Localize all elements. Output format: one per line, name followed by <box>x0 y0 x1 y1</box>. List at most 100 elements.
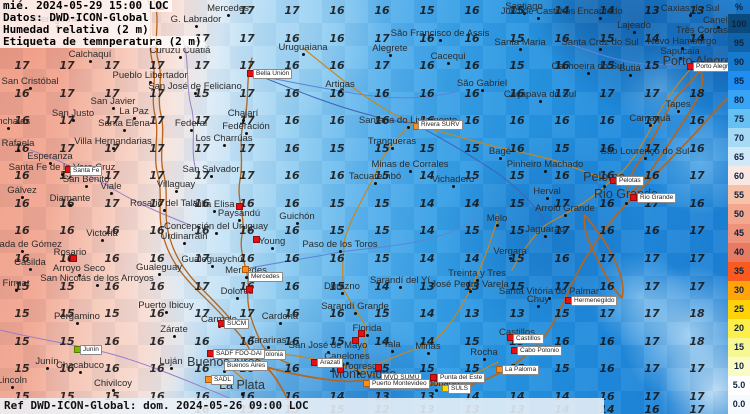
city-dot-icon <box>89 60 92 63</box>
city-dot-icon <box>11 386 14 389</box>
station-label-box: Rio Grande <box>637 193 677 203</box>
temp-value: 15 <box>14 362 30 375</box>
city-label: Casilda <box>14 257 46 268</box>
temp-value: 15 <box>374 224 390 237</box>
temp-value: 15 <box>59 390 75 403</box>
station-marker-icon <box>246 286 253 293</box>
temp-value: 16 <box>644 169 660 182</box>
city-dot-icon <box>302 53 305 56</box>
temp-value: 16 <box>464 59 480 72</box>
city-dot-icon <box>245 132 248 135</box>
temp-value: 16 <box>554 32 570 45</box>
scale-cell-label: 35 <box>733 266 744 277</box>
city-dot-icon <box>96 284 99 287</box>
temp-value: 16 <box>14 252 30 265</box>
temp-value: 16 <box>554 169 570 182</box>
city-dot-icon <box>499 157 502 160</box>
station-marker-icon <box>630 194 637 201</box>
province-border <box>182 39 197 171</box>
city-dot-icon <box>439 39 442 42</box>
temp-value: 16 <box>104 224 120 237</box>
temp-value: 16 <box>284 390 300 403</box>
city-dot-icon <box>391 147 394 150</box>
temp-value: 16 <box>599 280 615 293</box>
city-dot-icon <box>701 36 704 39</box>
temp-value: 16 <box>374 114 390 127</box>
city-label: Gálvez <box>7 185 37 196</box>
station-marker-icon <box>242 266 249 273</box>
temp-value: 16 <box>284 87 300 100</box>
city-dot-icon <box>689 14 692 17</box>
temp-value: 13 <box>419 280 435 293</box>
scale-cell: 45 <box>728 223 750 243</box>
temp-value: 17 <box>194 59 210 72</box>
city-label: Artigas <box>325 79 355 90</box>
temp-value: 16 <box>194 390 210 403</box>
city-dot-icon <box>241 393 244 396</box>
temp-value: 17 <box>59 114 75 127</box>
city-dot-icon <box>242 119 245 122</box>
temp-value: 17 <box>194 169 210 182</box>
station-label-box: SUCM <box>224 319 250 329</box>
city-dot-icon <box>366 334 369 337</box>
scale-cell-label: 20 <box>733 323 744 334</box>
city-dot-icon <box>391 350 394 353</box>
station-label-box: Buenos Aires <box>224 361 269 371</box>
city-label: Rocha <box>470 347 498 358</box>
city-dot-icon <box>158 273 161 276</box>
city-label: Santa Maria <box>494 37 546 48</box>
temp-value: 17 <box>374 32 390 45</box>
scale-cell: 85 <box>728 71 750 91</box>
temp-value: 14 <box>689 32 705 45</box>
temp-value: 15 <box>14 335 30 348</box>
temp-value: 15 <box>509 4 525 17</box>
scale-cell-label: 100 <box>731 18 747 29</box>
temp-value: 15 <box>464 224 480 237</box>
city-dot-icon <box>496 224 499 227</box>
city-label: Federal <box>174 118 208 129</box>
temp-value: 17 <box>644 280 660 293</box>
station-marker-icon <box>375 364 382 371</box>
scale-cell: 70 <box>728 128 750 148</box>
temp-value: 14 <box>599 403 615 414</box>
station-label-box: La Paloma <box>502 365 540 375</box>
city-label: Chacabuco <box>55 360 105 371</box>
temp-value: 17 <box>149 169 165 182</box>
temp-value: 17 <box>599 87 615 100</box>
city-dot-icon <box>519 48 522 51</box>
temp-value: 16 <box>14 114 30 127</box>
temp-value: 16 <box>554 114 570 127</box>
scale-cell: 40 <box>728 242 750 262</box>
header-overlay: mié. 2024-05-29 15:00 LOC Datos: DWD-ICO… <box>0 0 205 48</box>
scale-cell-label: 40 <box>733 247 744 258</box>
station-label-box: Mercedes <box>248 272 283 282</box>
city-dot-icon <box>149 81 152 84</box>
city-dot-icon <box>69 204 72 207</box>
city-label: Santiago <box>505 1 543 12</box>
city-label: Canela <box>702 15 734 26</box>
city-label: Los Charrúas <box>195 133 253 144</box>
model-run-footer: Ref DWD-ICON-Global: dom. 2024-05-26 09:… <box>0 398 604 414</box>
temp-value: 17 <box>194 307 210 320</box>
temp-value: 16 <box>554 59 570 72</box>
city-label: Sarandí del Yí <box>369 275 431 286</box>
temp-value: 16 <box>239 390 255 403</box>
valid-time-label: mié. 2024-05-29 15:00 LOC <box>0 0 172 12</box>
station-label-box: Puerto Montevideo <box>369 379 430 389</box>
temp-value: 17 <box>644 390 660 403</box>
city-dot-icon <box>238 219 241 222</box>
province-border <box>29 149 191 226</box>
river-negro <box>249 219 476 269</box>
temp-value: 18 <box>689 87 705 100</box>
city-dot-icon <box>29 87 32 90</box>
scale-cell: 100 <box>728 14 750 34</box>
temperature-tag-label: Etiqueta de temnperatura (2 m) <box>0 36 205 48</box>
temp-value: 16 <box>599 390 615 403</box>
temp-value: 16 <box>329 252 345 265</box>
scale-cell-label: 75 <box>733 113 744 124</box>
city-label: Sunchales <box>0 116 31 127</box>
city-dot-icon <box>61 173 64 176</box>
temp-value: 16 <box>59 224 75 237</box>
temp-value: 17 <box>104 87 120 100</box>
